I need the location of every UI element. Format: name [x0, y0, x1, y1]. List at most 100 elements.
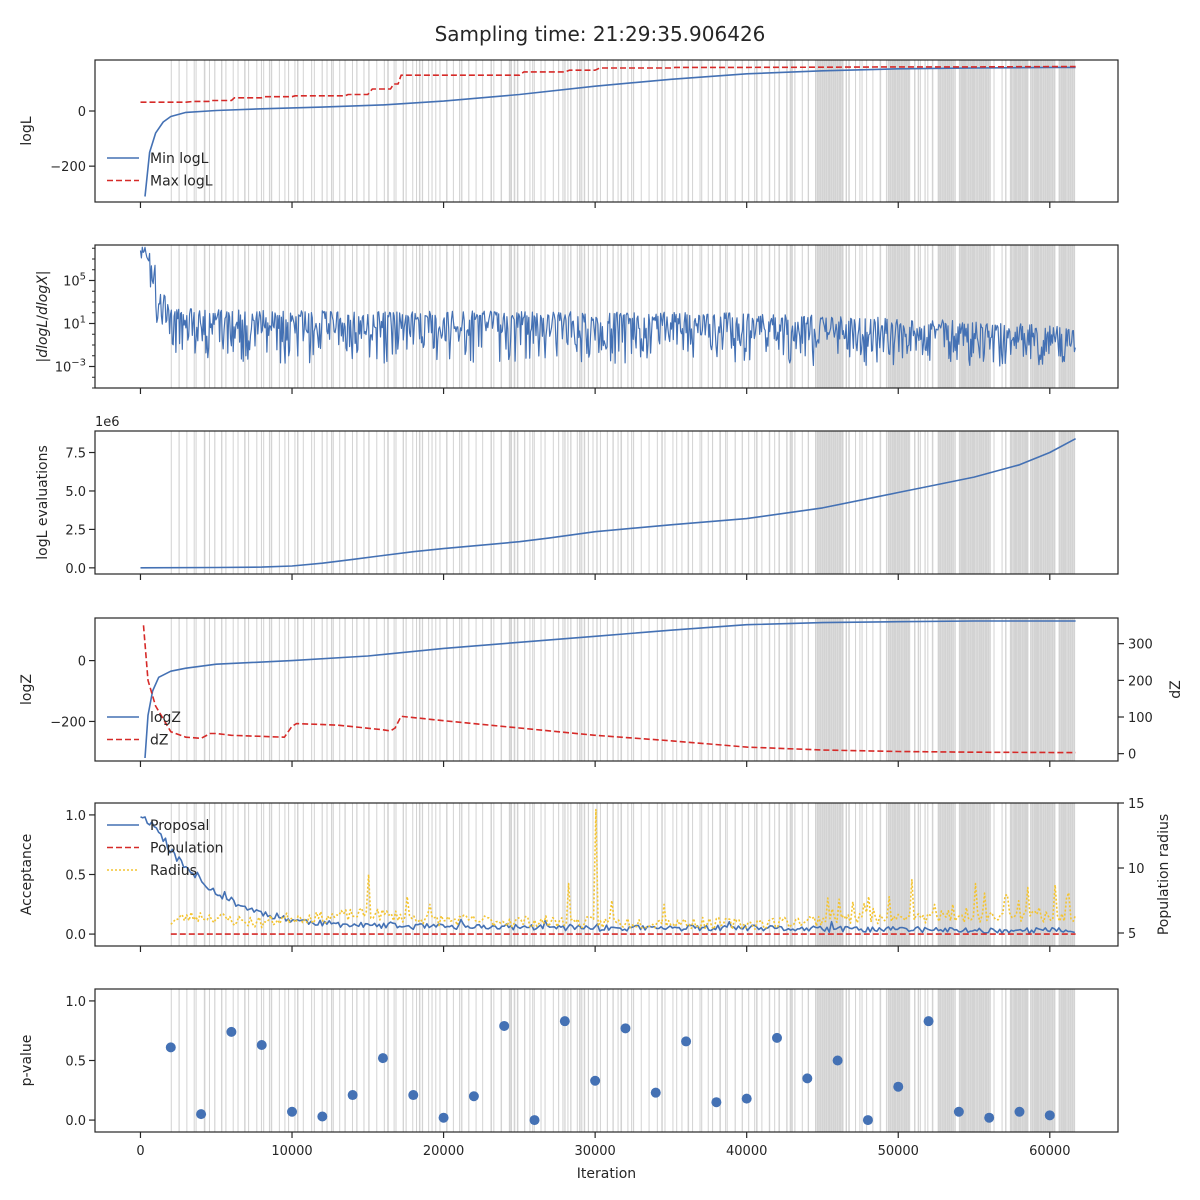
shaded-band [917, 618, 919, 761]
shaded-band [889, 60, 892, 202]
shaded-band [393, 803, 395, 946]
shaded-band [1064, 431, 1067, 574]
shaded-band [909, 803, 911, 946]
shaded-band [726, 803, 728, 946]
shaded-band [1071, 618, 1074, 761]
shaded-band [405, 60, 407, 202]
shaded-band [221, 618, 223, 761]
shaded-band [1042, 618, 1045, 761]
shaded-band [1051, 245, 1054, 388]
shaded-band [195, 245, 197, 388]
shaded-band [958, 989, 961, 1132]
shaded-band [532, 618, 534, 761]
background-bands [170, 803, 1076, 946]
axes-frame [94, 59, 1119, 203]
shaded-band [1014, 803, 1016, 946]
shaded-band [482, 60, 484, 202]
shaded-band [461, 245, 463, 388]
shaded-band [807, 431, 810, 574]
shaded-band [1017, 618, 1020, 761]
shaded-band [815, 618, 817, 761]
shaded-band [221, 60, 223, 202]
shaded-band [896, 245, 899, 388]
shaded-band [583, 618, 586, 761]
shaded-band [1064, 618, 1067, 761]
shaded-band [692, 60, 694, 202]
shaded-band [510, 60, 513, 202]
shaded-band [832, 618, 835, 761]
shaded-band [368, 803, 370, 946]
shaded-band [576, 618, 578, 761]
shaded-band [855, 618, 857, 761]
plot-area [165, 1016, 1055, 1126]
shaded-band [529, 245, 531, 388]
shaded-band [754, 618, 756, 761]
shaded-band [421, 60, 424, 202]
shaded-band [984, 245, 986, 388]
shaded-band [529, 618, 531, 761]
shaded-band [508, 431, 511, 574]
shaded-band [676, 60, 678, 202]
shaded-band [294, 245, 296, 388]
shaded-band [1035, 60, 1038, 202]
shaded-band [971, 431, 974, 574]
shaded-band [567, 245, 569, 388]
shaded-band [1071, 803, 1074, 946]
shaded-band [900, 989, 903, 1132]
shaded-band [941, 431, 943, 574]
shaded-band [982, 431, 985, 574]
shaded-band [567, 60, 569, 202]
shaded-band [263, 431, 265, 574]
shaded-band [661, 989, 663, 1132]
shaded-band [834, 618, 837, 761]
shaded-band [508, 245, 511, 388]
shaded-band [1041, 431, 1043, 574]
shaded-band [587, 803, 590, 946]
shaded-band [909, 618, 911, 761]
shaded-band [944, 431, 947, 574]
shaded-band [807, 618, 810, 761]
shaded-band [973, 618, 976, 761]
shaded-band [917, 803, 919, 946]
shaded-band [326, 618, 328, 761]
shaded-band [195, 60, 197, 202]
shaded-band [872, 431, 874, 574]
shaded-band [891, 803, 893, 946]
shaded-band [516, 60, 519, 202]
pvalue-point [650, 1087, 661, 1098]
shaded-band [529, 60, 531, 202]
shaded-band [284, 245, 286, 388]
shaded-band [973, 431, 976, 574]
shaded-band [288, 245, 290, 388]
shaded-band [567, 803, 569, 946]
shaded-band [937, 989, 940, 1132]
shaded-band [834, 245, 837, 388]
shaded-band [570, 989, 572, 1132]
panel-3: 0 −200 0 100 200 300 dZ logZ logZ dZ [19, 617, 1184, 767]
shaded-band [493, 618, 495, 761]
shaded-band [648, 989, 650, 1132]
shaded-band [633, 618, 635, 761]
shaded-band [893, 803, 895, 946]
shaded-band [861, 989, 863, 1132]
shaded-band [1067, 803, 1070, 946]
shaded-band [1073, 803, 1076, 946]
shaded-band [1009, 618, 1011, 761]
shaded-band [1031, 618, 1034, 761]
shaded-band [989, 431, 991, 574]
shaded-band [284, 431, 286, 574]
shaded-band [581, 618, 583, 761]
shaded-band [902, 803, 904, 946]
shaded-band [395, 60, 397, 202]
shaded-band [313, 60, 315, 202]
shaded-band [558, 431, 560, 574]
shaded-band [581, 60, 583, 202]
legend-label: Population [150, 841, 224, 857]
shaded-band [428, 245, 430, 388]
shaded-band [1017, 431, 1020, 574]
shaded-band [794, 803, 796, 946]
shaded-band [482, 803, 484, 946]
shaded-band [532, 803, 534, 946]
shaded-band [904, 431, 906, 574]
shaded-band [768, 803, 771, 946]
